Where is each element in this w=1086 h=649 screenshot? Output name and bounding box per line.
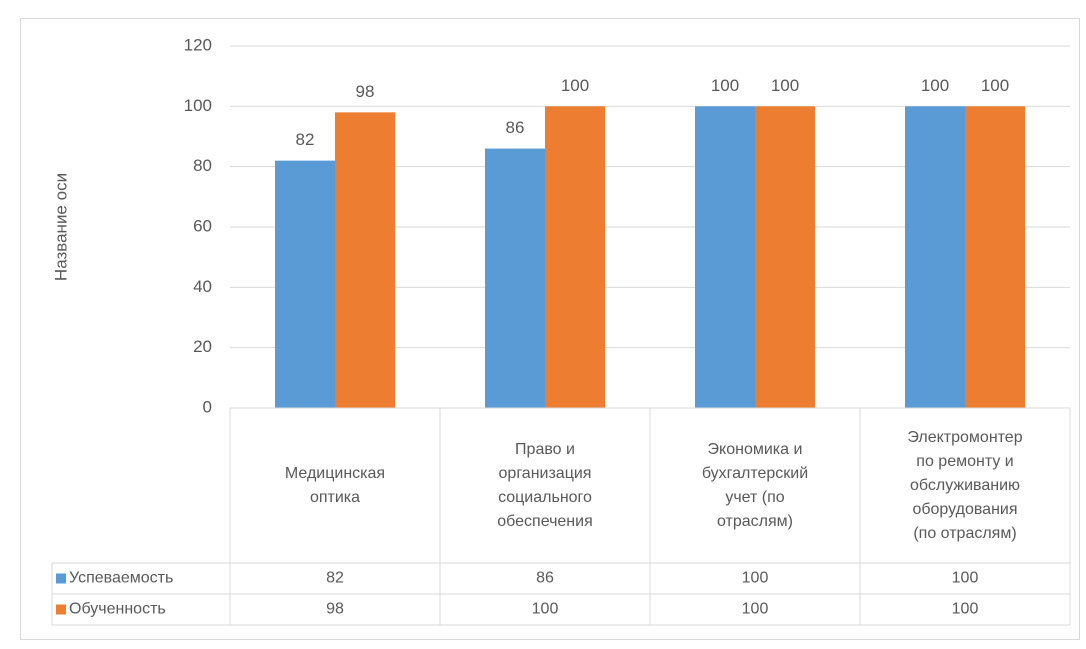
y-tick-label: 20: [193, 337, 212, 356]
category-cell-wrap: Электромонтер по ремонту и обслуживанию …: [860, 408, 1070, 563]
x-tick-label: Экономика и бухгалтерский учет (по отрас…: [701, 440, 809, 530]
data-label: 100: [711, 76, 739, 95]
y-tick-label: 120: [184, 35, 212, 54]
table-value: 86: [536, 570, 554, 587]
category-cell: Электромонтер по ремонту и обслуживанию …: [860, 408, 1070, 563]
table-value: 100: [532, 601, 559, 618]
bar: [965, 106, 1025, 408]
data-label: 100: [561, 76, 589, 95]
data-label: 100: [981, 76, 1009, 95]
table-value: 100: [742, 570, 769, 587]
table-value: 98: [326, 601, 344, 618]
data-label: 82: [296, 130, 315, 149]
legend-key: [56, 604, 66, 615]
category-cell-wrap: Медицинская оптика: [230, 408, 440, 563]
table-value: 100: [952, 601, 979, 618]
bar: [755, 106, 815, 408]
bar: [545, 106, 605, 408]
x-tick-label: Электромонтер по ремонту и обслуживанию …: [907, 428, 1023, 542]
bar: [695, 106, 755, 408]
data-label: 98: [356, 82, 375, 101]
category-cell-wrap: Экономика и бухгалтерский учет (по отрас…: [650, 408, 860, 563]
legend-key: [56, 573, 66, 584]
x-tick-label: Право и организация социального обеспече…: [497, 440, 593, 530]
bar: [485, 148, 545, 409]
legend-label: Обученность: [69, 601, 166, 618]
y-tick-label: 40: [193, 277, 212, 296]
table-value: 100: [952, 570, 979, 587]
y-tick-label: 80: [193, 156, 212, 175]
bar: [275, 160, 335, 408]
bar: [905, 106, 965, 408]
y-tick-label: 0: [203, 397, 212, 416]
y-axis-title: Название оси: [51, 173, 70, 281]
category-cell: Медицинская оптика: [230, 408, 440, 563]
bar: [335, 112, 395, 408]
table-value: 100: [742, 601, 769, 618]
data-label: 100: [771, 76, 799, 95]
data-label: 86: [506, 118, 525, 137]
x-tick-label: Медицинская оптика: [284, 464, 386, 506]
data-label: 100: [921, 76, 949, 95]
category-cell-wrap: Право и организация социального обеспече…: [440, 408, 650, 563]
category-cell: Право и организация социального обеспече…: [440, 408, 650, 563]
table-value: 82: [326, 570, 344, 587]
category-cell: Экономика и бухгалтерский учет (по отрас…: [650, 408, 860, 563]
y-tick-label: 100: [184, 96, 212, 115]
y-tick-label: 60: [193, 216, 212, 235]
legend-label: Успеваемость: [69, 570, 173, 587]
